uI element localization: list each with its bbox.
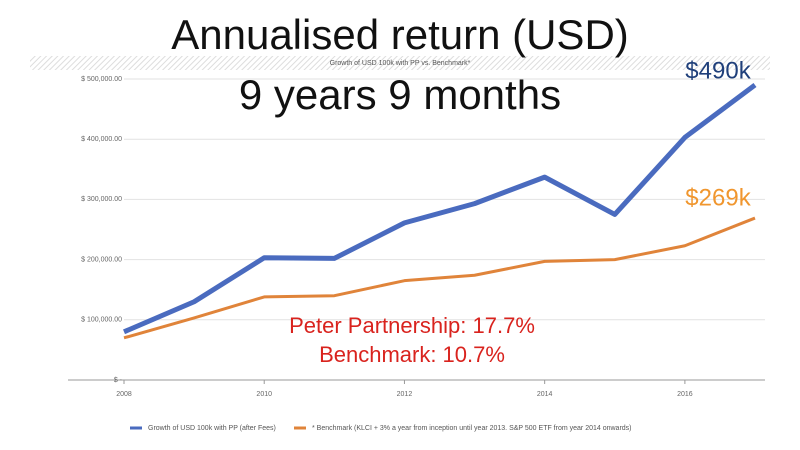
slide-subtitle: 9 years 9 months	[239, 71, 561, 118]
y-tick-label: $ -	[114, 377, 123, 384]
legend-label: * Benchmark (KLCI + 3% a year from incep…	[312, 425, 632, 432]
chart-title: Growth of USD 100k with PP vs. Benchmark…	[330, 60, 471, 67]
annotation: $490k	[685, 57, 751, 84]
x-tick-label: 2014	[537, 391, 553, 398]
x-tick-label: 2008	[116, 391, 132, 398]
y-tick-label: $ 400,000.00	[81, 136, 122, 143]
x-tick-label: 2012	[397, 391, 413, 398]
legend-label: Growth of USD 100k with PP (after Fees)	[148, 425, 276, 432]
y-tick-label: $ 200,000.00	[81, 256, 122, 263]
y-tick-label: $ 500,000.00	[81, 76, 122, 83]
annotation: Peter Partnership: 17.7%	[289, 313, 535, 338]
annotation: Benchmark: 10.7%	[319, 342, 505, 367]
y-tick-label: $ 100,000.00	[81, 317, 122, 324]
title-band	[30, 56, 770, 70]
annotation: $269k	[685, 184, 751, 211]
y-tick-label: $ 300,000.00	[81, 196, 122, 203]
series-line	[123, 83, 757, 335]
x-tick-label: 2010	[256, 391, 272, 398]
x-tick-label: 2016	[677, 391, 693, 398]
series-line	[123, 216, 756, 340]
slide-title: Annualised return (USD)	[171, 11, 629, 58]
